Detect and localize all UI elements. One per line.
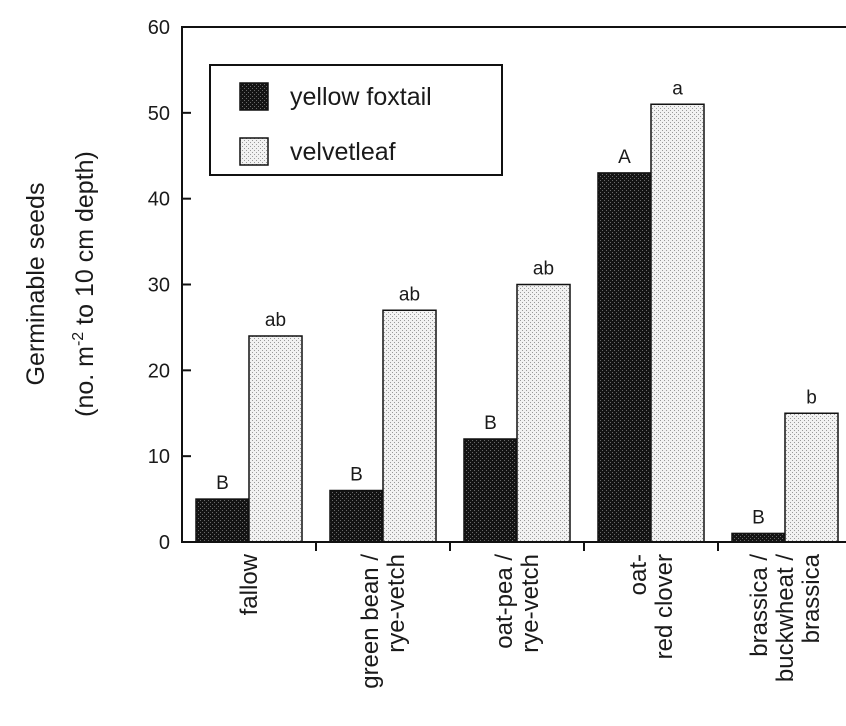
bar-velvetleaf — [382, 309, 437, 543]
x-category-label: oat-pea /rye-vetch — [491, 554, 544, 653]
legend-label: velvetleaf — [290, 138, 396, 166]
y-tick-label: 0 — [159, 532, 170, 554]
x-category-label-line: oat- — [625, 554, 652, 595]
y-tick-label: 30 — [148, 275, 170, 297]
y-axis-label: Germinable seeds — [22, 183, 50, 386]
bar-significance-label: B — [350, 465, 363, 486]
x-category-label-line: brassica — [798, 553, 825, 643]
x-category-label-line: oat-pea / — [491, 554, 518, 649]
bar-yellow-foxtail — [329, 489, 384, 543]
x-category-label-line: green bean / — [357, 554, 384, 689]
x-category-label-line: buckwheat / — [772, 554, 799, 682]
bar-significance-label: ab — [265, 310, 286, 331]
bar-significance-label: B — [484, 413, 497, 434]
y-tick-label: 50 — [148, 103, 170, 125]
bar-yellow-foxtail — [195, 498, 250, 543]
x-category-label-line: rye-vetch — [517, 554, 544, 653]
y-axis-units-suffix: to 10 cm depth) — [71, 151, 99, 332]
plot-frame — [181, 26, 846, 543]
x-category-label-line: red clover — [651, 554, 678, 659]
x-category-label: fallow — [236, 553, 263, 615]
x-category-label-line: fallow — [236, 553, 263, 615]
y-tick-label: 10 — [148, 446, 170, 468]
x-category-label: green bean /rye-vetch — [357, 554, 410, 689]
bar-yellow-foxtail — [731, 532, 786, 543]
bar-yellow-foxtail — [463, 438, 518, 543]
legend-swatch-yellow-foxtail — [239, 82, 269, 111]
legend-label: yellow foxtail — [290, 83, 432, 111]
legend: yellow foxtail velvetleaf — [209, 64, 503, 176]
x-category-label-line: rye-vetch — [383, 554, 410, 653]
bar-significance-label: B — [752, 507, 765, 528]
bar-velvetleaf — [784, 412, 839, 543]
y-axis-units-label: (no. m-2 to 10 cm depth) — [70, 151, 99, 417]
bar-velvetleaf — [248, 335, 303, 543]
bar-significance-label: ab — [533, 259, 554, 280]
y-axis-units-superscript: -2 — [70, 332, 87, 346]
bar-yellow-foxtail — [597, 172, 652, 543]
x-category-label: brassica /buckwheat /brassica — [746, 553, 825, 682]
y-axis-units-prefix: (no. m — [71, 346, 99, 417]
bar-velvetleaf — [516, 283, 571, 543]
bar-velvetleaf — [650, 103, 705, 543]
bar-significance-label: A — [618, 147, 631, 168]
x-category-label: oat-red clover — [625, 554, 678, 659]
legend-swatch-velvetleaf — [239, 137, 269, 166]
y-tick-label: 60 — [148, 17, 170, 39]
bar-significance-label: b — [806, 387, 817, 408]
bar-significance-label: a — [672, 78, 683, 99]
y-axis: 0 10 20 30 40 50 60 — [148, 17, 191, 554]
x-category-label-line: brassica / — [746, 554, 773, 657]
y-axis-title: Germinable seeds (no. m-2 to 10 cm depth… — [22, 151, 99, 417]
y-tick-label: 40 — [148, 189, 170, 211]
bar-series: Bab Bab Bab Aa Bb — [195, 78, 839, 543]
bar-significance-label: B — [216, 473, 229, 494]
x-axis: fallow green bean /rye-vetch oat-pea /rye-… — [236, 542, 825, 689]
bar-significance-label: ab — [399, 284, 420, 305]
y-tick-label: 20 — [148, 360, 170, 382]
